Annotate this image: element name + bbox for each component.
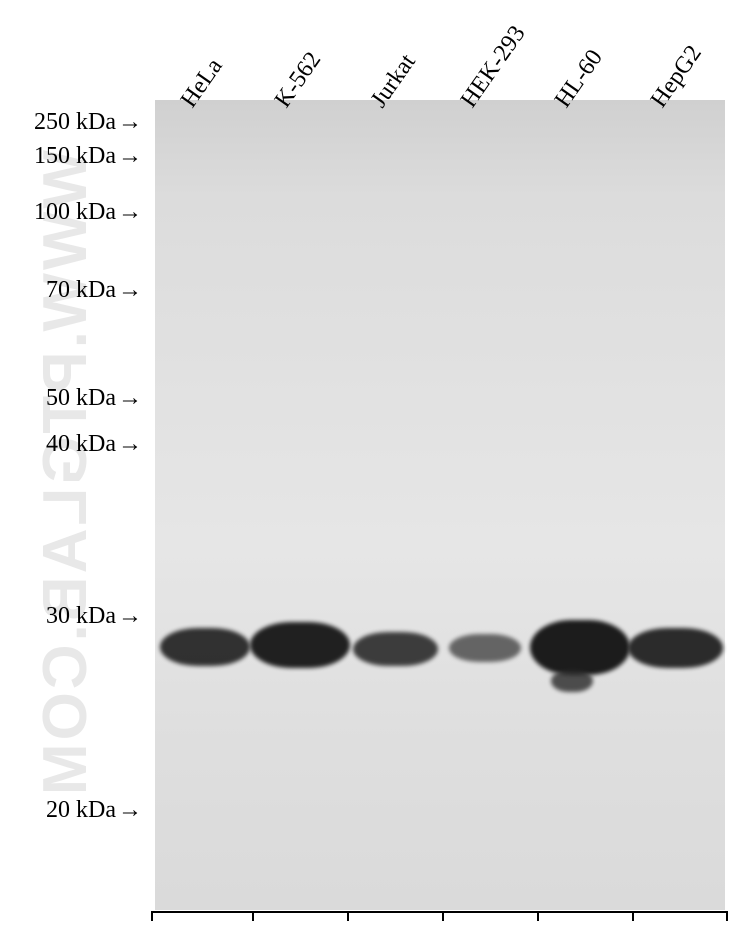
mw-label-40: 40 kDa→ bbox=[0, 432, 142, 456]
band-lane-5 bbox=[628, 628, 723, 668]
band-lane-3 bbox=[449, 634, 521, 662]
arrow-icon: → bbox=[118, 798, 142, 822]
axis-tick bbox=[726, 911, 728, 921]
mw-label-100: 100 kDa→ bbox=[0, 200, 142, 224]
arrow-icon: → bbox=[118, 144, 142, 168]
arrow-icon: → bbox=[118, 200, 142, 224]
axis-tick bbox=[632, 911, 634, 921]
mw-label-30: 30 kDa→ bbox=[0, 604, 142, 628]
arrow-icon: → bbox=[118, 278, 142, 302]
arrow-icon: → bbox=[118, 604, 142, 628]
axis-tick bbox=[537, 911, 539, 921]
mw-label-20: 20 kDa→ bbox=[0, 798, 142, 822]
arrow-icon: → bbox=[118, 432, 142, 456]
mw-label-250: 250 kDa→ bbox=[0, 110, 142, 134]
band-lane-0 bbox=[160, 628, 250, 666]
axis-tick bbox=[347, 911, 349, 921]
figure-container: WWW.PTGLAB.COM HeLa K-562 Jurkat HEK-293… bbox=[0, 0, 747, 933]
axis-tick bbox=[442, 911, 444, 921]
axis-tick bbox=[151, 911, 153, 921]
western-blot-membrane bbox=[155, 100, 725, 910]
band-lane-2 bbox=[353, 632, 438, 666]
axis-bottom-line bbox=[151, 911, 728, 913]
mw-label-70: 70 kDa→ bbox=[0, 278, 142, 302]
mw-label-150: 150 kDa→ bbox=[0, 144, 142, 168]
watermark-text: WWW.PTGLAB.COM bbox=[30, 150, 101, 798]
axis-tick bbox=[252, 911, 254, 921]
arrow-icon: → bbox=[118, 386, 142, 410]
arrow-icon: → bbox=[118, 110, 142, 134]
band-lane-1 bbox=[250, 622, 350, 668]
band-lane-4 bbox=[551, 670, 593, 692]
band-lane-4 bbox=[530, 620, 630, 675]
mw-label-50: 50 kDa→ bbox=[0, 386, 142, 410]
